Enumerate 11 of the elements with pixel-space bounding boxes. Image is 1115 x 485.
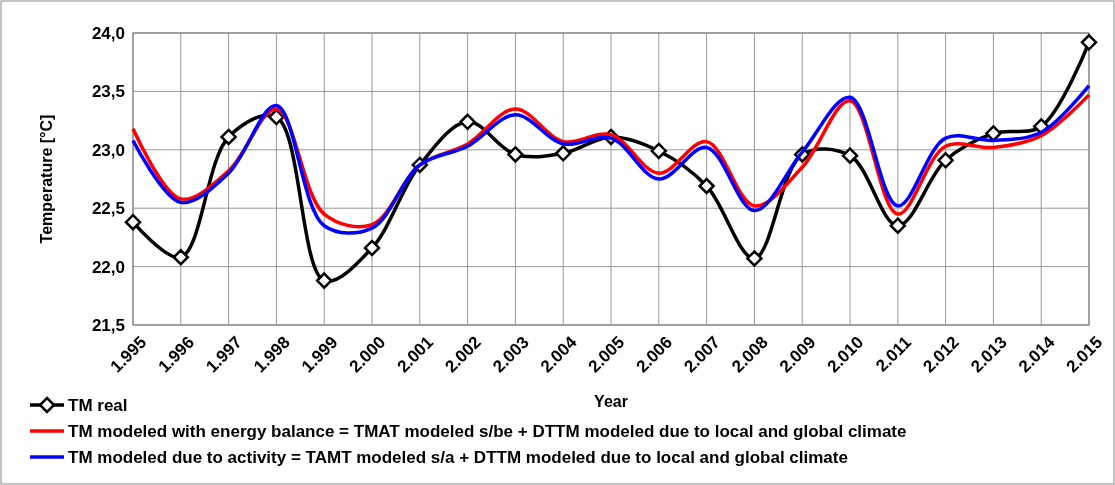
x-axis-title: Year xyxy=(594,393,628,410)
y-tick-label: 22,5 xyxy=(91,199,125,219)
y-tick-label: 23,0 xyxy=(91,140,125,160)
y-axis-title: Temperature [°C] xyxy=(38,114,55,244)
y-tick-label: 22,0 xyxy=(91,257,125,277)
legend-label: TM modeled due to activity = TAMT modeled s/a + DTTM modeled due to local and global climate xyxy=(68,447,848,467)
y-tick-label: 23,5 xyxy=(91,82,125,102)
y-tick-label: 24,0 xyxy=(91,23,125,43)
legend-label: TM real xyxy=(68,395,128,415)
legend-label: TM modeled with energy balance = TMAT modeled s/be + DTTM modeled due to local and global climate xyxy=(68,421,907,441)
y-tick-label: 21,5 xyxy=(91,315,125,335)
